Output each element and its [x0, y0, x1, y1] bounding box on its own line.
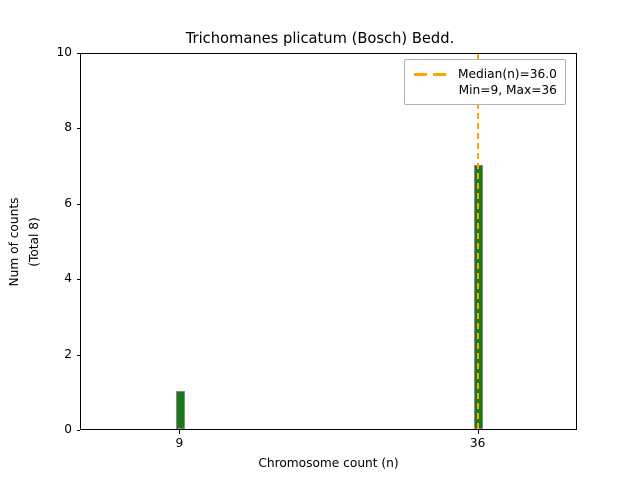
median-line: [477, 54, 480, 429]
legend-row: Median(n)=36.0 Min=9, Max=36: [413, 66, 557, 98]
x-tick-label: 36: [469, 436, 486, 450]
x-axis-label: Chromosome count (n): [258, 456, 399, 470]
legend: Median(n)=36.0 Min=9, Max=36: [404, 59, 566, 106]
chart-title: Trichomanes plicatum (Bosch) Bedd.: [185, 30, 455, 47]
y-axis-label-total: (Total 8): [27, 216, 41, 267]
x-tick-mark: [179, 430, 181, 434]
y-tick-label: 2: [64, 346, 72, 361]
plot-area: [80, 53, 577, 430]
y-tick-mark: [76, 279, 80, 281]
y-tick-mark: [76, 128, 80, 130]
y-axis-label-group: Num of counts (Total 8): [0, 53, 46, 430]
legend-entry-minmax: Min=9, Max=36: [458, 83, 557, 98]
y-tick-label: 8: [64, 120, 72, 135]
x-tick-mark: [477, 430, 479, 434]
y-tick-mark: [76, 354, 80, 356]
bar: [175, 391, 185, 429]
legend-labels: Median(n)=36.0 Min=9, Max=36: [458, 66, 557, 98]
y-tick-label: 0: [64, 422, 72, 436]
plot-inner: [81, 54, 576, 429]
y-tick-mark: [76, 203, 80, 205]
x-tick-label: 9: [175, 436, 184, 450]
y-tick-label: 6: [64, 195, 72, 210]
y-tick-mark: [76, 430, 80, 431]
legend-entry-median: Median(n)=36.0: [458, 67, 557, 81]
median-dashed-line-icon: [413, 66, 449, 83]
y-tick-label: 10: [56, 45, 72, 59]
y-tick-mark: [76, 53, 80, 54]
y-tick-label: 4: [64, 271, 72, 286]
